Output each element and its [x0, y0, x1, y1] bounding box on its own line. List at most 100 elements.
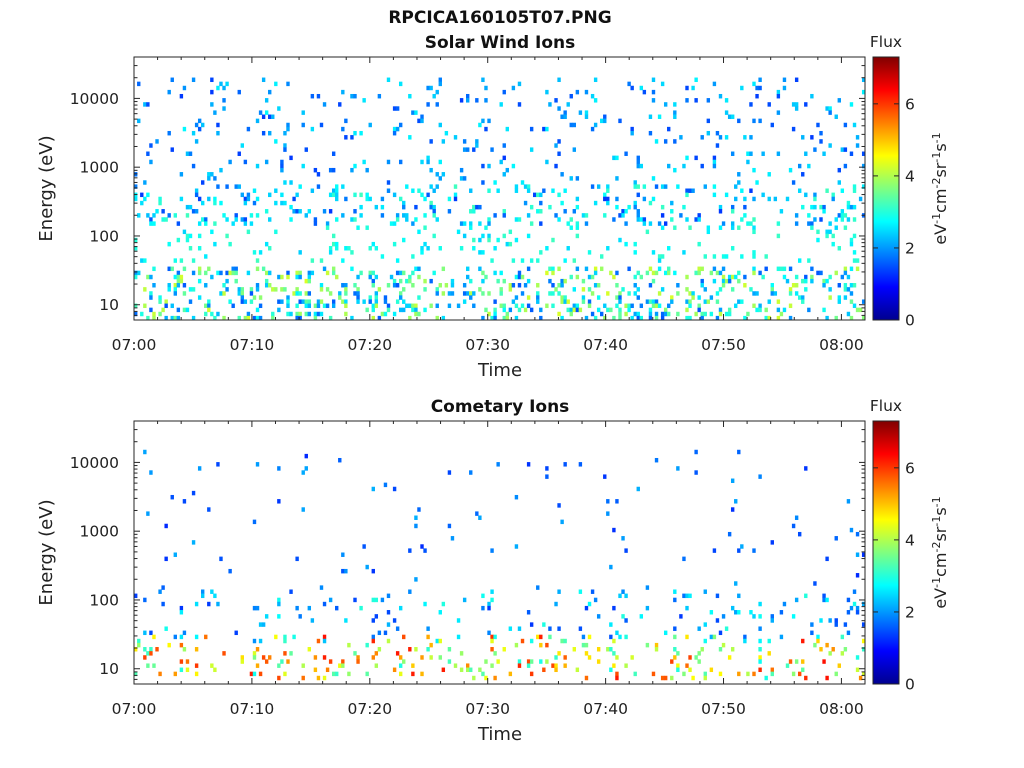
heatmap-cell: [758, 647, 762, 652]
heatmap-cell: [335, 192, 339, 198]
heatmap-cell: [210, 89, 214, 95]
heatmap-cell: [627, 81, 631, 87]
heatmap-cell: [801, 172, 805, 177]
heatmap-cell: [575, 274, 580, 280]
heatmap-cell: [502, 233, 506, 239]
x-tick-label: 08:00: [819, 336, 864, 354]
heatmap-cell: [402, 204, 406, 210]
heatmap-cell: [752, 266, 756, 272]
heatmap-cell: [807, 213, 811, 218]
heatmap-cell: [660, 675, 665, 681]
heatmap-cell: [752, 196, 756, 202]
heatmap-cell: [529, 659, 534, 664]
heatmap-cell: [676, 311, 680, 317]
heatmap-cell: [469, 221, 473, 226]
heatmap-cell: [730, 605, 735, 611]
heatmap-cell: [861, 163, 866, 169]
heatmap-cell: [861, 622, 866, 627]
heatmap-cell: [335, 188, 339, 193]
heatmap-cell: [405, 217, 409, 222]
heatmap-cell: [268, 283, 272, 288]
y-tick-label: 100: [89, 591, 119, 609]
heatmap-cell: [258, 315, 263, 321]
heatmap-cell: [408, 589, 412, 594]
heatmap-cell: [563, 258, 567, 263]
heatmap-cell: [319, 283, 324, 288]
heatmap-cell: [191, 490, 196, 496]
heatmap-cell: [353, 130, 357, 136]
heatmap-cell: [813, 204, 817, 210]
heatmap-cell: [752, 167, 756, 173]
heatmap-cell: [709, 311, 714, 317]
heatmap-cell: [861, 647, 866, 652]
heatmap-cell: [581, 299, 586, 304]
heatmap-cell: [536, 192, 540, 198]
heatmap-cell: [344, 291, 348, 296]
heatmap-cell: [255, 196, 260, 202]
heatmap-cell: [216, 601, 220, 607]
heatmap-cell: [255, 258, 260, 263]
heatmap-cell: [709, 610, 714, 615]
heatmap-cell: [210, 102, 214, 107]
heatmap-cell: [776, 315, 781, 321]
heatmap-cell: [252, 655, 257, 660]
heatmap-cell: [584, 110, 589, 115]
heatmap-cell: [170, 315, 174, 321]
heatmap-cell: [158, 311, 162, 317]
heatmap-cell: [356, 225, 360, 230]
heatmap-cell: [295, 315, 299, 321]
heatmap-cell: [395, 217, 400, 222]
heatmap-cell: [143, 449, 147, 455]
heatmap-cell: [194, 671, 199, 677]
heatmap-cell: [185, 659, 190, 664]
heatmap-cell: [204, 254, 208, 259]
heatmap-cell: [271, 287, 275, 292]
heatmap-cell: [749, 135, 753, 140]
heatmap-cell: [727, 655, 732, 660]
heatmap-cell: [843, 147, 848, 152]
heatmap-cell: [752, 81, 756, 87]
heatmap-cell: [703, 638, 707, 644]
heatmap-cell: [545, 159, 549, 165]
heatmap-cell: [645, 642, 650, 648]
heatmap-cell: [587, 655, 592, 660]
heatmap-cell: [383, 295, 388, 300]
heatmap-cell: [837, 246, 841, 251]
heatmap-cell: [584, 266, 589, 272]
heatmap-cell: [301, 507, 305, 512]
heatmap-cell: [660, 225, 665, 230]
heatmap-cell: [606, 291, 610, 296]
heatmap-cell: [411, 303, 415, 309]
heatmap-cell: [545, 246, 549, 251]
heatmap-cell: [490, 147, 494, 152]
heatmap-cell: [514, 188, 519, 193]
heatmap-cell: [380, 213, 385, 218]
heatmap-cell: [526, 188, 531, 193]
heatmap-cell: [609, 634, 613, 640]
heatmap-cell: [438, 283, 442, 288]
heatmap-cell: [258, 303, 263, 309]
heatmap-cell: [277, 499, 281, 504]
heatmap-cell: [307, 311, 312, 317]
heatmap-cell: [243, 200, 248, 206]
heatmap-cell: [359, 192, 363, 198]
heatmap-cell: [179, 605, 184, 611]
heatmap-cell: [734, 196, 738, 202]
heatmap-cell: [237, 184, 241, 189]
heatmap-cell: [840, 634, 845, 640]
heatmap-cell: [825, 642, 829, 648]
heatmap-cell: [569, 311, 573, 317]
heatmap-cell: [807, 221, 811, 226]
heatmap-cell: [712, 159, 717, 165]
heatmap-cell: [852, 250, 857, 255]
heatmap-cell: [310, 188, 315, 193]
heatmap-cell: [670, 217, 674, 222]
heatmap-cell: [398, 278, 403, 284]
heatmap-cell: [423, 601, 427, 607]
heatmap-cell: [794, 106, 799, 111]
heatmap-cell: [386, 638, 391, 644]
heatmap-cell: [359, 130, 363, 136]
heatmap-cell: [459, 221, 464, 226]
heatmap-cell: [761, 192, 765, 198]
